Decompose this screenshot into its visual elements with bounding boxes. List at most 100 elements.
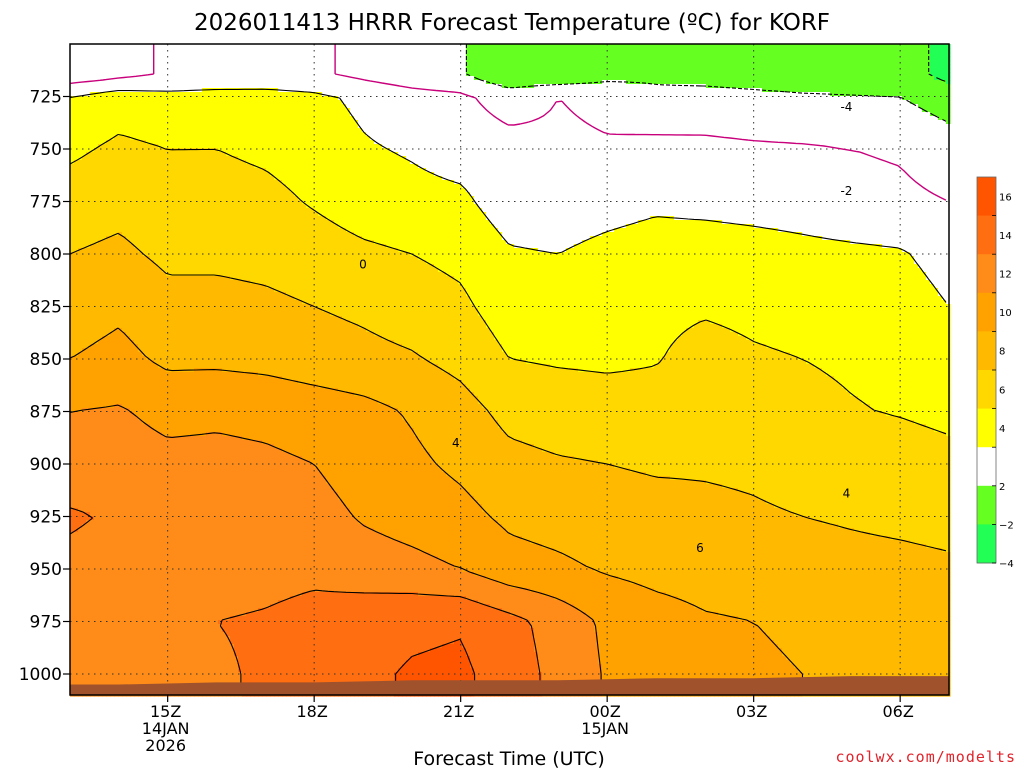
temperature-cell — [118, 64, 123, 69]
temperature-cell — [158, 120, 163, 125]
temperature-cell — [134, 572, 139, 577]
temperature-cell — [122, 572, 127, 577]
temperature-cell — [166, 520, 171, 525]
temperature-cell — [162, 604, 167, 609]
temperature-cell — [162, 504, 167, 509]
temperature-cell — [126, 232, 131, 237]
temperature-cell — [182, 644, 187, 649]
temperature-cell — [106, 624, 111, 629]
temperature-cell — [146, 600, 151, 605]
temperature-cell — [78, 520, 83, 525]
temperature-cell — [130, 156, 135, 161]
temperature-cell — [190, 276, 195, 281]
temperature-cell — [94, 624, 99, 629]
temperature-cell — [126, 192, 131, 197]
temperature-cell — [182, 256, 187, 261]
temperature-cell — [130, 248, 135, 253]
temperature-cell — [158, 568, 163, 573]
temperature-cell — [150, 576, 155, 581]
temperature-cell — [130, 256, 135, 261]
temperature-cell — [146, 336, 151, 341]
temperature-cell — [126, 540, 131, 545]
temperature-cell — [86, 212, 91, 217]
temperature-cell — [182, 376, 187, 381]
temperature-cell — [110, 348, 115, 353]
temperature-cell — [178, 60, 183, 65]
temperature-cell — [170, 64, 175, 69]
temperature-cell — [134, 312, 139, 317]
temperature-cell — [174, 496, 179, 501]
temperature-cell — [106, 232, 111, 237]
temperature-cell — [162, 396, 167, 401]
temperature-cell — [86, 60, 91, 65]
temperature-cell — [74, 276, 79, 281]
temperature-cell — [186, 480, 191, 485]
temperature-cell — [70, 152, 75, 157]
temperature-cell — [90, 228, 95, 233]
temperature-cell — [130, 344, 135, 349]
temperature-cell — [138, 112, 143, 117]
temperature-cell — [78, 672, 83, 677]
temperature-cell — [118, 172, 123, 177]
temperature-cell — [118, 576, 123, 581]
temperature-cell — [142, 124, 147, 129]
temperature-cell — [74, 400, 79, 405]
temperature-cell — [70, 368, 75, 373]
temperature-cell — [142, 460, 147, 465]
temperature-cell — [118, 200, 123, 205]
temperature-cell — [182, 380, 187, 385]
temperature-cell — [186, 484, 191, 489]
temperature-cell — [126, 348, 131, 353]
temperature-cell — [78, 588, 83, 593]
temperature-cell — [126, 236, 131, 241]
temperature-cell — [134, 392, 139, 397]
temperature-cell — [158, 552, 163, 557]
temperature-cell — [118, 612, 123, 617]
temperature-cell — [114, 668, 119, 673]
temperature-cell — [174, 412, 179, 417]
temperature-cell — [138, 252, 143, 257]
temperature-cell — [106, 108, 111, 113]
temperature-cell — [154, 556, 159, 561]
temperature-cell — [110, 196, 115, 201]
temperature-cell — [138, 568, 143, 573]
temperature-cell — [182, 52, 187, 57]
temperature-cell — [170, 600, 175, 605]
temperature-cell — [98, 564, 103, 569]
temperature-cell — [98, 144, 103, 149]
temperature-cell — [110, 592, 115, 597]
temperature-cell — [158, 300, 163, 305]
temperature-cell — [174, 196, 179, 201]
temperature-cell — [146, 568, 151, 573]
temperature-cell — [102, 412, 107, 417]
temperature-cell — [170, 276, 175, 281]
temperature-cell — [94, 352, 99, 357]
temperature-cell — [178, 392, 183, 397]
temperature-cell — [186, 172, 191, 177]
temperature-cell — [170, 560, 175, 565]
temperature-cell — [182, 536, 187, 541]
temperature-cell — [166, 116, 171, 121]
temperature-cell — [118, 336, 123, 341]
temperature-cell — [154, 152, 159, 157]
temperature-cell — [146, 504, 151, 509]
temperature-cell — [130, 252, 135, 257]
temperature-cell — [94, 348, 99, 353]
temperature-cell — [174, 424, 179, 429]
temperature-cell — [182, 208, 187, 213]
temperature-cell — [90, 80, 95, 85]
temperature-cell — [118, 296, 123, 301]
temperature-cell — [170, 620, 175, 625]
temperature-cell — [106, 128, 111, 133]
temperature-cell — [178, 412, 183, 417]
temperature-cell — [78, 216, 83, 221]
temperature-cell — [158, 152, 163, 157]
temperature-cell — [90, 224, 95, 229]
temperature-cell — [182, 448, 187, 453]
temperature-cell — [134, 464, 139, 469]
temperature-cell — [150, 636, 155, 641]
temperature-cell — [78, 488, 83, 493]
temperature-cell — [174, 232, 179, 237]
temperature-cell — [118, 556, 123, 561]
temperature-cell — [110, 152, 115, 157]
